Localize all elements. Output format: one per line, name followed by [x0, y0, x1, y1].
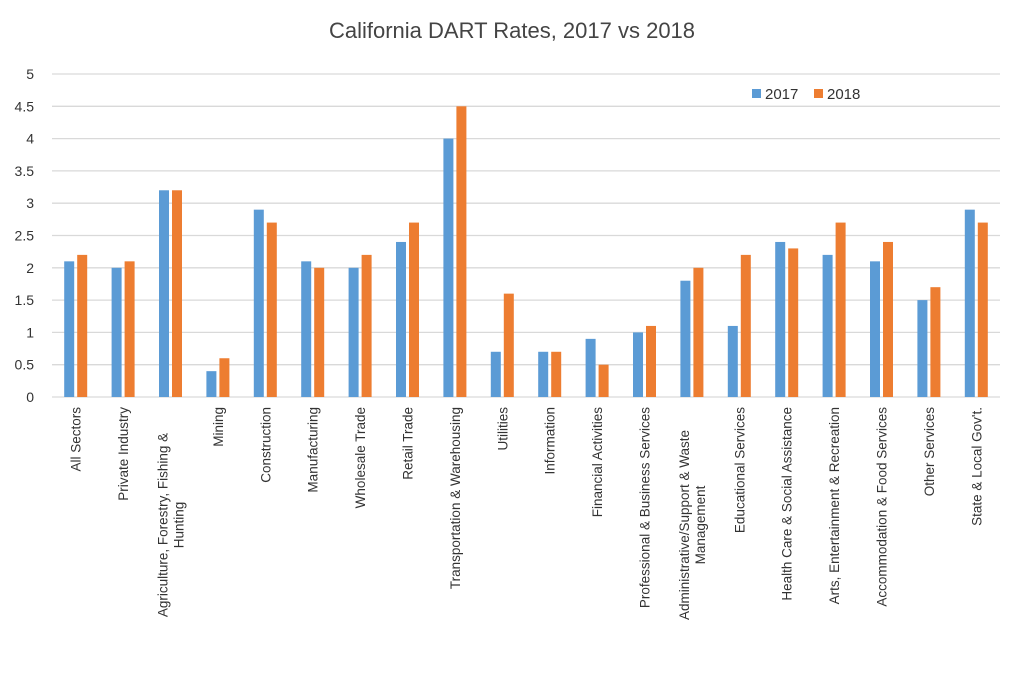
bar-2017 — [159, 190, 169, 397]
legend-label: 2018 — [827, 86, 860, 103]
x-tick-label: Accommodation & Food Services — [875, 407, 890, 607]
y-tick-label: 4 — [26, 131, 34, 147]
bar-2017 — [490, 351, 501, 397]
bar-2018 — [835, 222, 846, 397]
y-tick-label: 1.5 — [15, 292, 35, 308]
bar-2018 — [930, 287, 941, 397]
bar-2018 — [314, 267, 325, 397]
bar-2018 — [646, 325, 656, 397]
bar-2017 — [917, 300, 928, 397]
y-tick-label: 2 — [26, 260, 34, 276]
legend-label: 2017 — [765, 86, 798, 103]
x-tick-label: Other Services — [922, 407, 937, 497]
bar-2018 — [788, 248, 799, 397]
x-tick-label: Administrative/Support & Waste — [677, 430, 692, 620]
bar-2018 — [456, 106, 467, 398]
bar-2017 — [253, 209, 264, 397]
bar-2018 — [740, 254, 751, 397]
bar-2018 — [598, 364, 609, 397]
bar-2018 — [266, 222, 277, 397]
bar-2017 — [64, 261, 75, 397]
bar-2018 — [883, 241, 893, 397]
bar-2017 — [870, 261, 880, 397]
x-tick-label: Construction — [258, 407, 273, 483]
bar-2017 — [301, 261, 312, 397]
y-tick-label: 3.5 — [15, 163, 35, 179]
x-tick-label: All Sectors — [69, 407, 84, 472]
bar-2018 — [219, 358, 230, 397]
x-tick-label: Professional & Business Services — [638, 407, 653, 608]
bar-2018 — [551, 351, 562, 397]
legend: 2017 2018 — [752, 86, 860, 103]
x-tick-label: Information — [543, 407, 558, 475]
bar-2018 — [503, 293, 514, 397]
bar-2017 — [111, 267, 122, 397]
x-tick-label: Transportation & Warehousing — [448, 407, 463, 589]
chart-title: California DART Rates, 2017 vs 2018 — [329, 18, 695, 43]
x-tick-label: Mining — [211, 407, 226, 447]
bar-2017 — [206, 371, 217, 397]
x-tick-label: Retail Trade — [401, 407, 416, 480]
bar-2018 — [693, 267, 704, 397]
x-tick-label: Agriculture, Forestry, Fishing & — [156, 433, 171, 617]
bar-2017 — [680, 280, 691, 397]
x-tick-label: Private Industry — [116, 407, 131, 501]
bar-2018 — [361, 254, 372, 397]
y-tick-label: 0 — [26, 389, 34, 405]
bar-2018 — [409, 222, 419, 397]
y-axis-ticks: 0 0.5 1 1.5 2 2.5 3 3.5 4 4.5 5 — [15, 66, 35, 405]
bar-2017 — [822, 254, 833, 397]
bar-2018 — [172, 190, 182, 397]
bar-2017 — [443, 138, 454, 397]
y-tick-label: 2.5 — [15, 228, 35, 244]
legend-swatch-2017 — [752, 89, 761, 98]
bar-2017 — [633, 332, 643, 397]
bar-2018 — [77, 254, 88, 397]
bar-2017 — [964, 209, 975, 397]
x-tick-label: State & Local Gov't. — [969, 407, 984, 526]
x-tick-label: Wholesale Trade — [353, 407, 368, 508]
x-tick-label: Utilities — [495, 407, 510, 451]
x-tick-label: Arts, Entertainment & Recreation — [827, 407, 842, 604]
bar-2017 — [348, 267, 359, 397]
x-tick-label: Health Care & Social Assistance — [780, 407, 795, 601]
bar-2017 — [727, 325, 738, 397]
bar-2017 — [538, 351, 549, 397]
bar-2017 — [585, 338, 596, 397]
bar-2017 — [775, 241, 786, 397]
x-tick-label: Educational Services — [732, 407, 747, 533]
bar-2017 — [396, 241, 406, 397]
bar-2018 — [977, 222, 988, 397]
bar-2018 — [124, 261, 135, 397]
y-tick-label: 1 — [26, 324, 34, 340]
y-tick-label: 4.5 — [15, 98, 35, 114]
bars — [64, 106, 988, 398]
x-axis-labels: All Sectors Private Industry Agriculture, … — [69, 407, 985, 620]
x-tick-label: Financial Activities — [590, 407, 605, 518]
x-tick-label: Management — [693, 485, 708, 564]
x-tick-label: Manufacturing — [306, 407, 321, 493]
legend-swatch-2018 — [814, 89, 823, 98]
gridlines — [52, 73, 1000, 398]
y-tick-label: 3 — [26, 195, 34, 211]
y-tick-label: 0.5 — [15, 357, 35, 373]
y-tick-label: 5 — [26, 66, 34, 82]
x-tick-label: Hunting — [172, 502, 187, 549]
